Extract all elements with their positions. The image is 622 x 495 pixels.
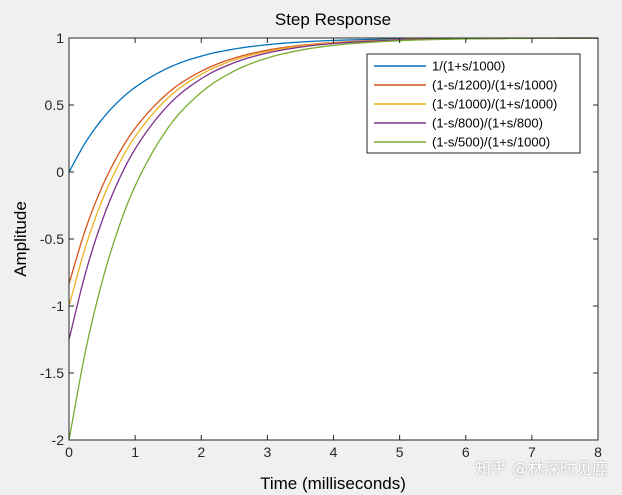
y-tick-label: 0.5 xyxy=(45,97,65,113)
legend-label-3: (1-s/1000)/(1+s/1000) xyxy=(432,97,557,112)
y-tick-label: 1 xyxy=(56,30,64,46)
y-tick-label: -0.5 xyxy=(40,231,64,247)
y-tick-label: -1 xyxy=(52,298,65,314)
x-axis-label: Time (milliseconds) xyxy=(260,474,406,493)
x-tick-label: 1 xyxy=(131,444,139,460)
y-axis-label: Amplitude xyxy=(11,201,30,277)
watermark-text: 知乎 @林深时见鹿 xyxy=(474,459,608,478)
legend[interactable]: 1/(1+s/1000) (1-s/1200)/(1+s/1000) (1-s/10… xyxy=(366,53,581,154)
x-tick-label: 5 xyxy=(396,444,404,460)
legend-label-1: 1/(1+s/1000) xyxy=(432,59,505,74)
y-tick-label: -1.5 xyxy=(40,365,64,381)
y-tick-label: 0 xyxy=(56,164,64,180)
tick-layer: 0 1 2 3 4 5 6 7 8 -2 -1.5 -1 -0.5 0 0.5 1 xyxy=(40,30,602,460)
x-tick-label: 2 xyxy=(197,444,205,460)
x-tick-label: 8 xyxy=(594,444,602,460)
x-tick-label: 4 xyxy=(330,444,338,460)
legend-items: 1/(1+s/1000) (1-s/1200)/(1+s/1000) (1-s/10… xyxy=(374,59,557,150)
chart-title: Step Response xyxy=(275,10,391,29)
legend-label-5: (1-s/500)/(1+s/1000) xyxy=(432,135,550,150)
series-line-5 xyxy=(68,37,599,441)
x-tick-label: 0 xyxy=(65,444,73,460)
x-tick-label: 3 xyxy=(263,444,271,460)
y-tick-label: -2 xyxy=(52,432,65,448)
legend-label-2: (1-s/1200)/(1+s/1000) xyxy=(432,78,557,93)
x-tick-label: 6 xyxy=(462,444,470,460)
legend-label-4: (1-s/800)/(1+s/800) xyxy=(432,116,543,131)
x-tick-label: 7 xyxy=(528,444,536,460)
